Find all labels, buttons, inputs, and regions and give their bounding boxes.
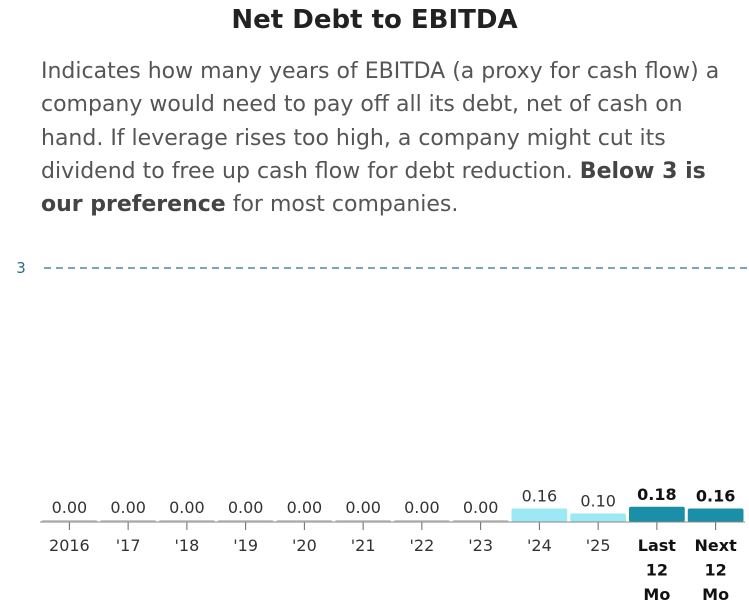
value-label-last-12-mo: 0.18 [637,485,676,504]
description-end: for most companies. [225,192,459,218]
value-label-24: 0.16 [522,486,558,505]
value-label-25: 0.10 [580,492,616,511]
tick-label-2016: 2016 [49,536,90,555]
tick-label-25: '25 [586,536,611,555]
tick-label-17: '17 [116,536,141,555]
chart-description: Indicates how many years of EBITDA (a pr… [41,55,741,221]
bar-last-12-mo [629,506,685,522]
bar-24 [511,508,568,522]
bar-next-12-mo [687,508,744,522]
reference-line-label: 3 [16,259,26,277]
tick-label-next-12-mo: Next 12 Mo [695,536,738,604]
description-emphasis: Below 3 is our preference [41,158,706,218]
chart-title: Net Debt to EBITDA [231,5,518,35]
value-label-23: 0.00 [463,498,499,517]
value-label-next-12-mo: 0.16 [696,486,735,505]
tick-label-24: '24 [527,536,552,555]
value-label-19: 0.00 [228,498,264,517]
tick-label-last-12-mo: Last 12 Mo [638,536,677,604]
tick-label-23: '23 [468,536,493,555]
tick-label-22: '22 [409,536,434,555]
tick-label-21: '21 [351,536,376,555]
value-label-2016: 0.00 [52,498,88,517]
value-label-22: 0.00 [404,498,440,517]
value-label-21: 0.00 [345,498,381,517]
value-label-17: 0.00 [110,498,146,517]
bar-25 [570,513,626,522]
tick-label-18: '18 [174,536,199,555]
value-label-18: 0.00 [169,498,205,517]
tick-label-19: '19 [233,536,258,555]
value-label-20: 0.00 [287,498,323,517]
description-text: Indicates how many years of EBITDA (a pr… [41,59,720,184]
tick-label-20: '20 [292,536,317,555]
